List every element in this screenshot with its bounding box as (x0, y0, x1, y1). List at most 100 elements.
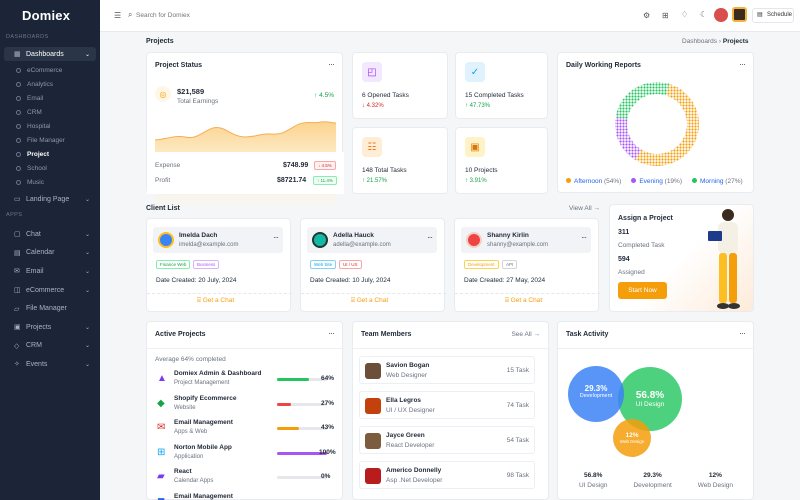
chevron-down-icon: ⌄ (84, 268, 90, 275)
project-name: Shopify Ecommerce (174, 394, 237, 402)
mail-icon: ✉ (14, 268, 20, 276)
settings-icon[interactable]: ⚙ (643, 11, 651, 20)
domiex-logo-icon: ▲ (157, 373, 167, 384)
project-status-card: Project Status ··· ◎ $21,589 Total Earni… (146, 52, 344, 207)
bubble-label-development: 29.3% Development (579, 384, 613, 399)
chat-icon: ⌸ (505, 297, 509, 304)
mail-app-icon: ◼ (157, 496, 165, 500)
more-options-icon[interactable]: ··· (273, 233, 279, 242)
list-item[interactable]: ▰ React Calendar Apps 0% (155, 468, 345, 492)
sidebar-sub-email[interactable]: Email (4, 91, 65, 105)
more-options-icon[interactable]: ··· (328, 328, 335, 338)
project-category: Apps & Web (174, 429, 208, 435)
list-item[interactable]: ◆ Shopify Ecommerce Website 27% (155, 395, 345, 419)
sidebar-item-dashboards[interactable]: ▦ Dashboards ⌄ (4, 47, 96, 61)
legend-morning: Morning (27%) (692, 178, 743, 185)
client-date: Date Created: 20 July, 2024 (156, 277, 237, 284)
schedule-button[interactable]: ▤ Schedule (752, 8, 794, 23)
more-options-icon[interactable]: ··· (581, 233, 587, 242)
shopify-icon: ◆ (157, 397, 165, 409)
member-name: Ella Legros (386, 397, 422, 404)
card-title: Team Members (361, 331, 412, 338)
user-avatar[interactable] (732, 7, 747, 22)
sidebar-sub-crm[interactable]: CRM (4, 105, 65, 119)
profit-value: $8721.74 (277, 177, 307, 184)
list-item[interactable]: Jayce Green React Developer 54 Task (359, 426, 535, 454)
get-chat-button[interactable]: ⌸ Get a Chat (197, 297, 235, 304)
assign-project-card: Assign a Project 311 Completed Task 594 … (609, 204, 754, 312)
grid-apps-icon[interactable]: ⊞ (662, 11, 669, 20)
chat-icon: ⌸ (197, 297, 201, 304)
list-item[interactable]: ⊞ Norton Mobile App Application 100% (155, 444, 345, 468)
client-header: Imelda Dach imelda@example.com ··· (153, 227, 283, 253)
get-chat-button[interactable]: ⌸ Get a Chat (505, 297, 543, 304)
view-all-clients-link[interactable]: View All → (569, 205, 600, 212)
project-category: Calendar Apps (174, 478, 214, 484)
sidebar-item-events[interactable]: ✧ Events ⌄ (4, 355, 96, 374)
breadcrumb-dashboards[interactable]: Dashboards (682, 38, 718, 45)
sidebar-item-chat[interactable]: ▢ Chat ⌄ (4, 225, 96, 244)
list-item[interactable]: Savion Bogan Web Designer 15 Task (359, 356, 535, 384)
team-members-card: Team Members See All → Savion Bogan Web … (352, 321, 550, 500)
working-legend: Afternoon (54%) Evening (19%) Morning (2… (566, 178, 751, 185)
sidebar-item-projects[interactable]: ▣ Projects ⌄ (4, 318, 96, 337)
card-title: Task Activity (566, 331, 609, 338)
progress-bar (277, 476, 327, 479)
list-item[interactable]: ◼ Email Management (155, 493, 345, 500)
stat-web-design: 12% Web Design (697, 472, 733, 489)
sidebar-sub-ecommerce[interactable]: eCommerce (4, 63, 65, 77)
sidebar-sub-hospital[interactable]: Hospital (4, 119, 65, 133)
sidebar-item-label: eCommerce (26, 286, 65, 294)
sidebar-item-email[interactable]: ✉ Email ⌄ (4, 262, 96, 281)
sidebar-item-ecommerce[interactable]: ◫ eCommerce ⌄ (4, 281, 96, 300)
project-name: Email Management (174, 419, 233, 426)
sidebar-item-label: File Manager (26, 305, 67, 313)
sidebar-item-label: Landing Page (26, 195, 70, 203)
language-flag-icon[interactable] (714, 8, 728, 22)
see-all-link[interactable]: See All → (511, 331, 540, 338)
get-chat-button[interactable]: ⌸ Get a Chat (351, 297, 389, 304)
sidebar-sub-school[interactable]: School (4, 161, 65, 175)
sidebar-sub-file-manager[interactable]: File Manager (4, 133, 65, 147)
legend-afternoon: Afternoon (54%) (566, 178, 621, 185)
client-date: Date Created: 10 July, 2024 (310, 277, 391, 284)
list-item[interactable]: ✉ Email Management Apps & Web 43% (155, 419, 345, 443)
stat-change: ↑ 21.57% (362, 178, 388, 184)
list-item[interactable]: Americo Donnelly Asp .Net Developer 98 T… (359, 461, 535, 489)
sidebar-sub-analytics[interactable]: Analytics (4, 77, 65, 91)
member-role: UI / UX Designer (386, 407, 435, 414)
sidebar-item-label: CRM (26, 342, 42, 350)
sidebar-sub-music[interactable]: Music (4, 175, 65, 189)
list-item[interactable]: ▲ Domiex Admin & Dashboard Project Manag… (155, 370, 345, 394)
more-options-icon[interactable]: ··· (427, 233, 433, 242)
search-icon: ⌕ (128, 10, 133, 19)
list-item[interactable]: Ella Legros UI / UX Designer 74 Task (359, 391, 535, 419)
calendar-icon: ▤ (757, 12, 763, 18)
dashboards-submenu: eCommerce Analytics Email CRM Hospital F… (4, 63, 65, 189)
progress-percent: 27% (321, 399, 335, 407)
more-options-icon[interactable]: ··· (739, 328, 746, 338)
divider (301, 293, 446, 294)
sidebar-item-crm[interactable]: ◇ CRM ⌄ (4, 337, 96, 356)
sidebar-item-file-manager[interactable]: ▱ File Manager (4, 299, 96, 318)
menu-toggle-icon[interactable]: ☰ (114, 11, 122, 20)
notification-bell-icon[interactable]: ♢ (681, 10, 689, 19)
stat-ui-design: 56.8% UI Design (578, 472, 608, 489)
events-icon: ✧ (14, 361, 20, 369)
brand-logo[interactable]: Domiex (22, 8, 71, 23)
start-now-button[interactable]: Start Now (618, 282, 667, 299)
search-input[interactable] (136, 8, 286, 22)
avatar (466, 232, 482, 248)
more-options-icon[interactable]: ··· (328, 59, 335, 69)
dark-mode-moon-icon[interactable]: ☾ (700, 10, 708, 19)
sidebar-item-calendar[interactable]: ▤ Calendar ⌄ (4, 244, 96, 263)
chevron-down-icon: ⌄ (84, 343, 90, 350)
more-options-icon[interactable]: ··· (739, 59, 746, 69)
project-category: Application (174, 453, 204, 460)
sidebar-item-landing-page[interactable]: ▭ Landing Page ⌄ (4, 192, 96, 206)
divider (147, 348, 344, 349)
progress-fill (277, 451, 327, 455)
divider (353, 348, 550, 349)
sidebar-sub-project[interactable]: Project (4, 147, 65, 161)
progress-bar (277, 451, 327, 455)
